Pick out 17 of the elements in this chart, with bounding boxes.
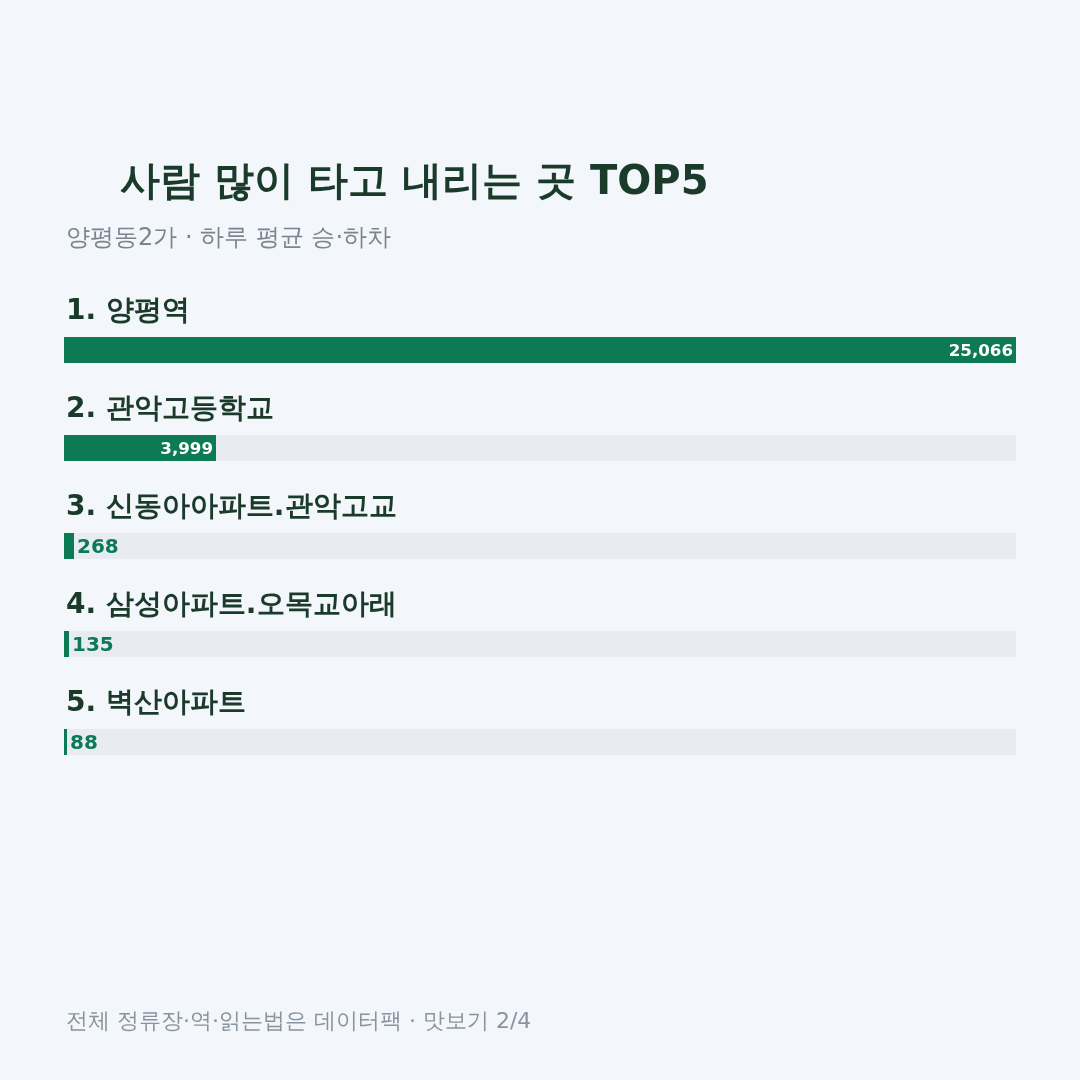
y-tick-label: 1. 양평역 — [66, 293, 190, 326]
data-label: 135 — [72, 632, 114, 656]
y-tick-label: 2. 관악고등학교 — [66, 391, 274, 424]
bar — [64, 533, 74, 559]
data-label: 25,066 — [948, 340, 1013, 360]
chart-title: 사람 많이 타고 내리는 곳 TOP5 — [120, 157, 709, 203]
bar — [64, 435, 216, 461]
data-label: 268 — [77, 534, 119, 558]
bar — [64, 729, 67, 755]
y-tick-label: 4. 삼성아파트.오목교아래 — [66, 587, 397, 620]
data-label: 88 — [70, 730, 98, 754]
bar — [64, 631, 69, 657]
text: 전체 정류장·역·읽는법은 데이터팩 · 맛보기 2/4 — [66, 1008, 532, 1033]
data-label: 3,999 — [160, 438, 213, 458]
chart-subtitle: 양평동2가 · 하루 평균 승·하차 — [66, 223, 392, 251]
y-tick-label: 5. 벽산아파트 — [66, 685, 246, 718]
y-tick-label: 3. 신동아아파트.관악고교 — [66, 489, 397, 522]
